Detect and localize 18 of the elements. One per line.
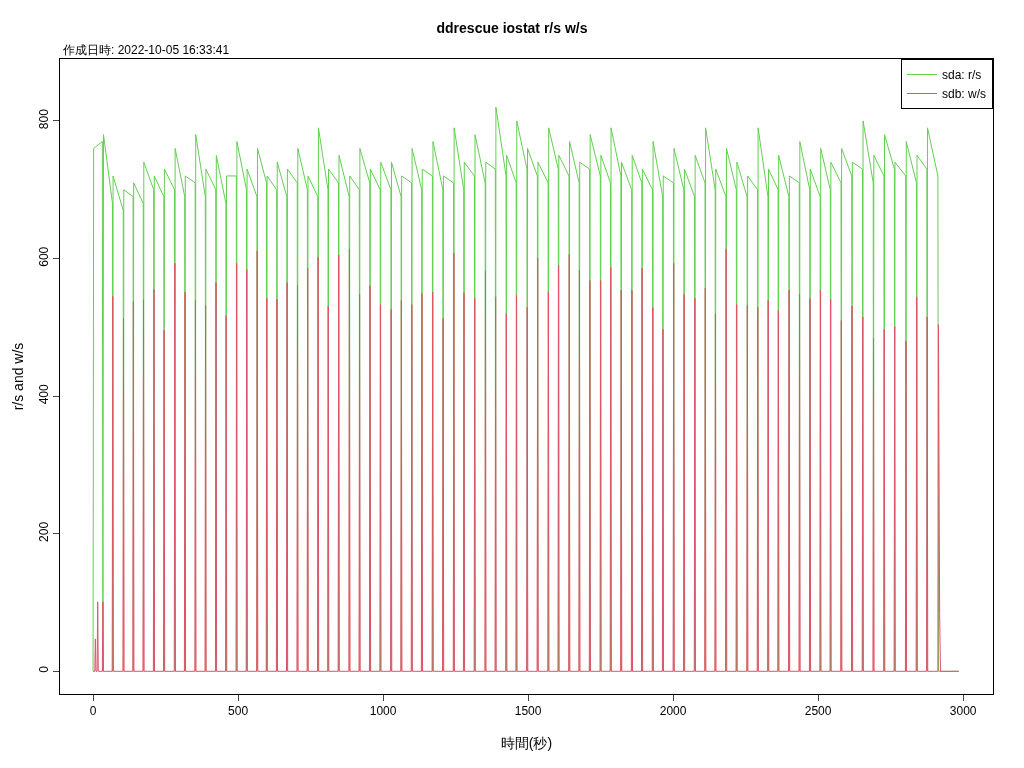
x-tick-label: 500 <box>228 704 249 719</box>
y-tick-label: 600 <box>37 246 52 267</box>
x-tick-label: 0 <box>89 704 97 719</box>
x-axis-title: 時間(秒) <box>500 734 553 751</box>
text: 作成日時: 2022-10-05 16:33:41 <box>62 43 230 57</box>
x-tick-label: 3000 <box>949 704 977 719</box>
x-tick-label: 2000 <box>659 704 687 719</box>
x-tick-label: 1500 <box>514 704 542 719</box>
chart-title: ddrescue iostat r/s w/s <box>436 19 588 36</box>
x-tick-label: 1000 <box>369 704 397 719</box>
legend-label: sdb: w/s <box>942 87 987 102</box>
y-tick-label: 0 <box>37 665 52 673</box>
y-tick-label: 400 <box>37 383 52 405</box>
y-tick-label: 800 <box>37 108 52 130</box>
legend-label: sda: r/s <box>942 68 982 83</box>
x-tick-label: 2500 <box>804 704 832 719</box>
y-axis-title: r/s and w/s <box>9 342 26 411</box>
y-tick-label: 200 <box>37 521 52 542</box>
